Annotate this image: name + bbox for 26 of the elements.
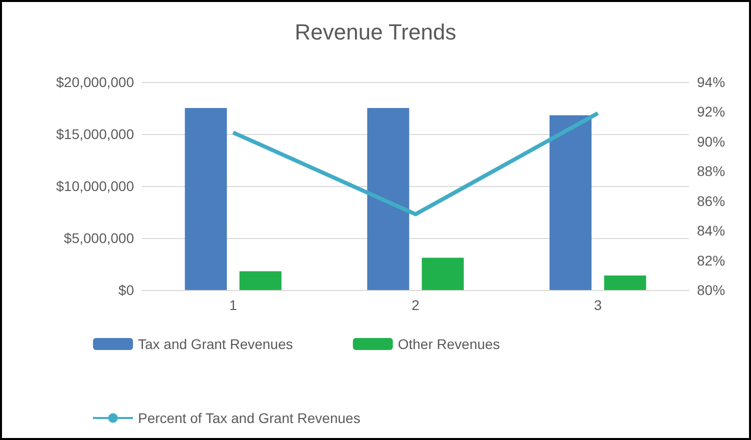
bar [550, 115, 592, 290]
legend-label: Percent of Tax and Grant Revenues [138, 410, 360, 426]
bar [604, 275, 646, 290]
y2-tick-label: 90% [697, 133, 726, 150]
y2-tick-label: 92% [697, 104, 726, 120]
y-tick-label: $20,000,000 [56, 74, 134, 90]
bar [422, 258, 464, 290]
x-tick-label: 3 [594, 297, 602, 313]
y2-tick-label: 88% [697, 163, 726, 180]
y2-tick-label: 80% [697, 282, 726, 298]
y2-tick-label: 82% [697, 252, 726, 268]
y-tick-label: $5,000,000 [64, 230, 134, 246]
y2-tick-label: 86% [697, 192, 726, 209]
y-tick-label: $15,000,000 [56, 126, 134, 142]
legend-label: Tax and Grant Revenues [138, 336, 293, 352]
bar [184, 108, 227, 290]
bar [367, 108, 410, 290]
x-tick-label: 1 [229, 297, 238, 313]
x-tick-label: 2 [412, 297, 420, 313]
y-tick-label: $10,000,000 [56, 178, 134, 194]
chart-title: Revenue Trends [294, 20, 456, 44]
y-tick-label: $0 [118, 282, 134, 298]
y2-tick-label: 94% [697, 74, 726, 90]
y2-tick-label: 84% [697, 222, 726, 239]
bar [239, 271, 282, 290]
legend-label: Other Revenues [398, 336, 500, 352]
